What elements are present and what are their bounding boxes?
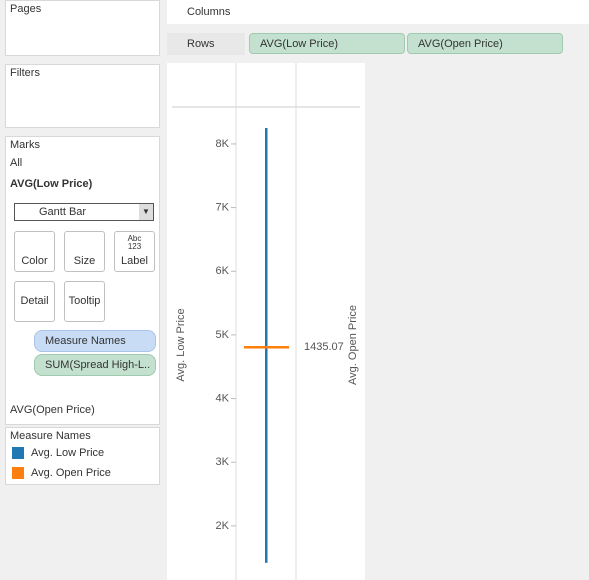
- y-tick-label: 5K: [216, 329, 230, 341]
- button-label: Detail: [20, 295, 49, 307]
- gantt-mark: [244, 346, 289, 349]
- marks-all[interactable]: All: [10, 157, 23, 169]
- button-label: Tooltip: [68, 295, 101, 307]
- y-tick-label: 2K: [216, 520, 230, 532]
- button-label: Label: [121, 255, 148, 267]
- mark-type: Gantt Bar: [39, 206, 87, 218]
- pages-title: Pages: [10, 3, 42, 15]
- legend-label: Avg. Open Price: [31, 467, 111, 479]
- size-button[interactable]: Size: [64, 231, 105, 272]
- label-icon: Abc 123: [115, 235, 154, 251]
- gantt-bar: [265, 128, 268, 563]
- label-icon-text: Abc: [127, 234, 142, 243]
- dropdown-arrow: ▼: [139, 204, 153, 220]
- legend: Measure Names Avg. Low Price Avg. Open Pr…: [5, 427, 160, 485]
- marks-card-tab[interactable]: AVG(Low Price): [10, 178, 93, 190]
- rows-title: Rows: [187, 38, 215, 50]
- legend-item[interactable]: Avg. Open Price: [12, 467, 111, 480]
- columns-shelf[interactable]: Columns: [167, 0, 589, 24]
- y-tick-label: 8K: [216, 138, 230, 150]
- legend-swatch: [12, 447, 24, 460]
- marks-card-tab[interactable]: AVG(Open Price): [10, 404, 95, 416]
- mark-label: 1435.07: [304, 341, 344, 353]
- columns-title: Columns: [187, 6, 231, 18]
- measure-names-pill[interactable]: Measure Names: [34, 330, 156, 352]
- row-pill[interactable]: AVG(Open Price): [407, 33, 563, 54]
- y-tick-label: 7K: [216, 201, 230, 213]
- y-tick-label: 4K: [216, 392, 230, 404]
- y2-axis-title: Avg. Open Price: [347, 305, 359, 385]
- row-pill[interactable]: AVG(Low Price): [249, 33, 405, 54]
- label-icon-text: 123: [127, 242, 142, 251]
- filters-title: Filters: [10, 67, 40, 79]
- button-label: Color: [21, 255, 48, 267]
- rows-shelf: Rows: [167, 33, 245, 55]
- y-tick-label: 6K: [216, 265, 230, 277]
- chart: 2K 3K 4K 5K 6K 7K 8K Avg. Low Price Avg. Open Pr…: [167, 63, 365, 580]
- legend-label: Avg. Low Price: [31, 447, 105, 459]
- legend-title: Measure Names: [10, 430, 91, 442]
- tooltip-button[interactable]: Tooltip: [64, 281, 105, 322]
- button-label: Size: [73, 255, 96, 267]
- y-axis-title: Avg. Low Price: [175, 308, 187, 381]
- marks-title: Marks: [10, 139, 40, 151]
- y-tick-label: 3K: [216, 456, 230, 468]
- legend-item[interactable]: Avg. Low Price: [12, 447, 105, 460]
- filters-shelf[interactable]: Filters: [5, 64, 160, 128]
- color-button[interactable]: Color: [14, 231, 55, 272]
- spread-pill[interactable]: SUM(Spread High-L..: [34, 354, 156, 376]
- label-button[interactable]: Abc 123 Label: [114, 231, 155, 272]
- marks-card: Marks All AVG(Low Price) Gantt Bar ▼ Colo…: [5, 136, 160, 425]
- pages-shelf[interactable]: Pages: [5, 0, 160, 56]
- legend-swatch: [12, 467, 24, 480]
- mark-type-dropdown[interactable]: Gantt Bar ▼: [14, 203, 154, 221]
- detail-button[interactable]: Detail: [14, 281, 55, 322]
